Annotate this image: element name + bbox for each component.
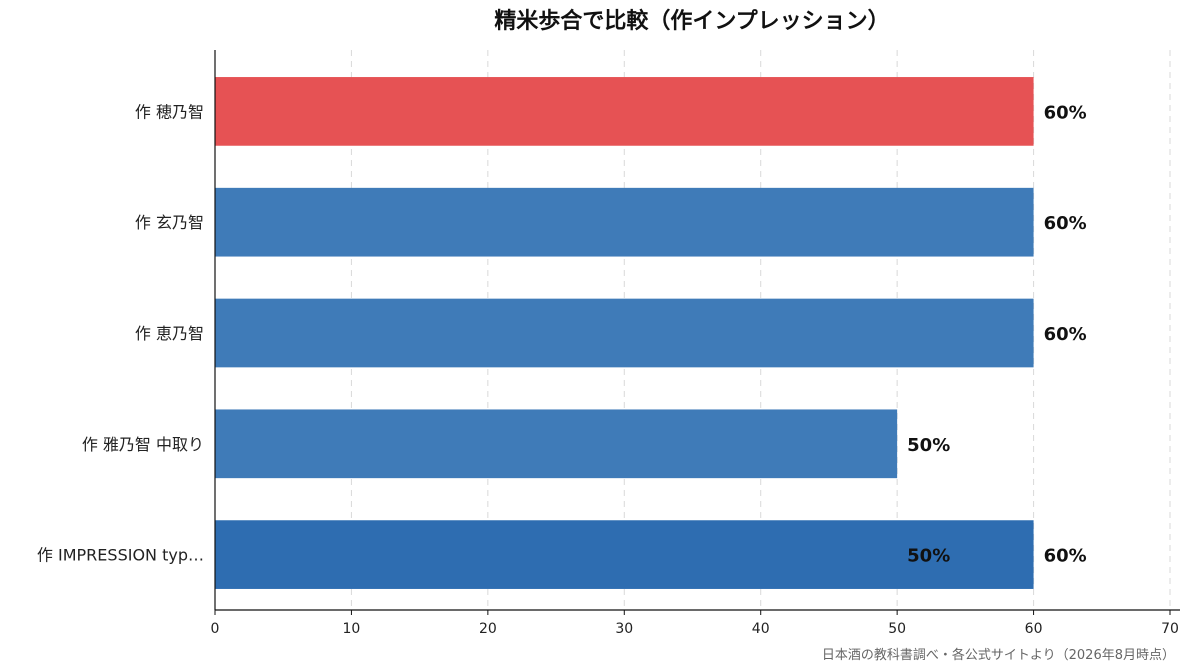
bar bbox=[215, 187, 1034, 257]
value-label: 60% bbox=[1044, 324, 1087, 345]
value-label: 50% bbox=[907, 435, 950, 456]
bar bbox=[215, 409, 898, 479]
value-label-secondary: 50% bbox=[907, 546, 950, 567]
x-tick-label: 50 bbox=[888, 621, 906, 637]
source-note: 日本酒の教科書調べ・各公式サイトより（2026年8月時点） bbox=[822, 647, 1175, 663]
x-tick-label: 0 bbox=[211, 621, 220, 637]
x-tick-label: 10 bbox=[343, 621, 361, 637]
x-tick-label: 60 bbox=[1025, 621, 1043, 637]
bars bbox=[215, 77, 1034, 589]
x-tick-labels: 0 10 20 30 40 50 60 70 bbox=[211, 610, 1179, 637]
x-tick-label: 30 bbox=[615, 621, 633, 637]
bar bbox=[215, 520, 1034, 589]
axes bbox=[214, 50, 1180, 611]
bar bbox=[215, 298, 1034, 368]
chart-title: 精米歩合で比較（作インプレッション） bbox=[494, 8, 889, 34]
category-label: 作 玄乃智 bbox=[135, 213, 204, 232]
value-label: 60% bbox=[1044, 546, 1087, 567]
value-label: 60% bbox=[1044, 213, 1087, 234]
value-label: 60% bbox=[1044, 102, 1087, 123]
category-label: 作 恵乃智 bbox=[135, 324, 204, 343]
x-tick-label: 40 bbox=[752, 621, 770, 637]
bar bbox=[215, 77, 1034, 146]
x-tick-label: 20 bbox=[479, 621, 497, 637]
category-label: 作 IMPRESSION typ… bbox=[37, 546, 204, 565]
category-label: 作 穂乃智 bbox=[135, 102, 204, 121]
value-labels: 60% 60% 60% 50% 60% 50% bbox=[907, 102, 1087, 566]
category-label: 作 雅乃智 中取り bbox=[82, 435, 204, 454]
x-tick-label: 70 bbox=[1161, 621, 1179, 637]
